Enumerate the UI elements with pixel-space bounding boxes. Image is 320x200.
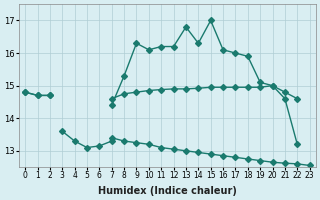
- X-axis label: Humidex (Indice chaleur): Humidex (Indice chaleur): [98, 186, 237, 196]
